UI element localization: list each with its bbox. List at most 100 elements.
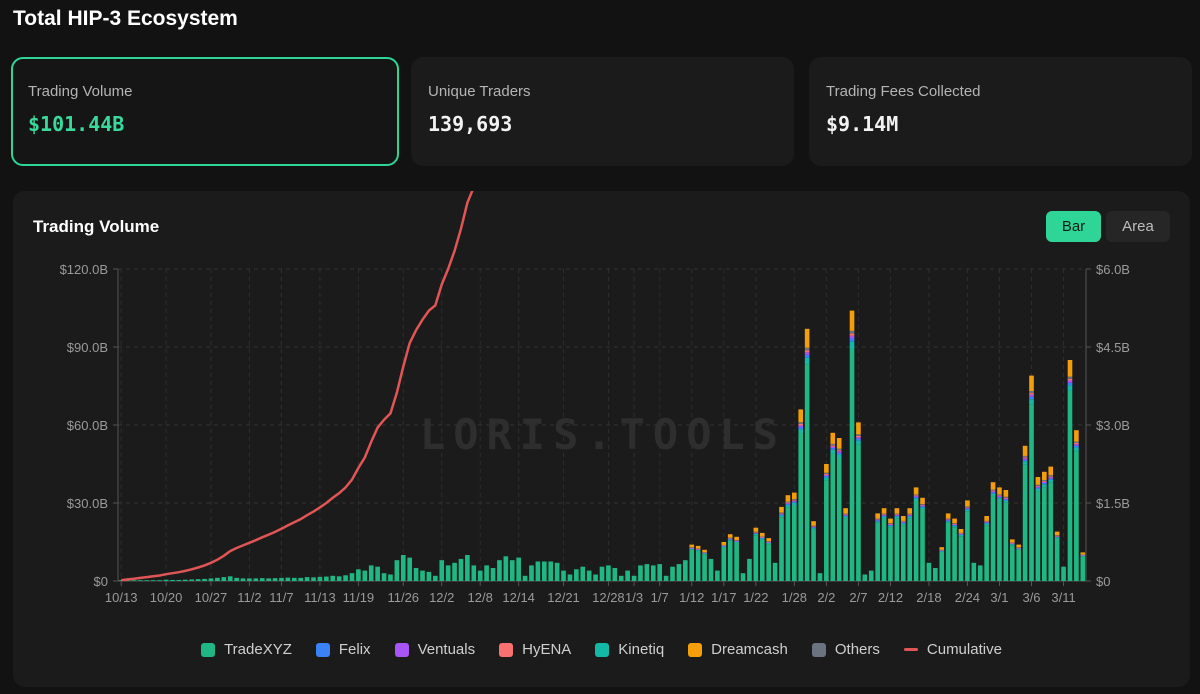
- bar-tradexyz: [1016, 549, 1021, 581]
- x-tick-label: 12/14: [502, 590, 535, 605]
- x-tick-label: 2/12: [878, 590, 903, 605]
- bar-tradexyz: [753, 535, 759, 581]
- bar-tradexyz: [721, 547, 727, 581]
- bar-others: [843, 513, 848, 515]
- bar-kinetiq: [856, 440, 861, 445]
- bar-ventuals: [952, 524, 957, 526]
- bar-others: [875, 518, 880, 520]
- y-tick-label-left: $30.0B: [67, 496, 108, 511]
- legend-item-others[interactable]: Others: [811, 641, 880, 658]
- bar-kinetiq: [759, 538, 765, 540]
- bar-tradexyz: [1009, 545, 1015, 581]
- trading-fees-label: Trading Fees Collected: [826, 83, 981, 100]
- bar-felix: [759, 537, 765, 539]
- bar-hyena: [798, 423, 804, 426]
- bar-kinetiq: [779, 515, 784, 518]
- bar-tradexyz: [157, 580, 162, 581]
- x-tick-label: 1/12: [679, 590, 704, 605]
- bar-tradexyz: [740, 573, 746, 581]
- x-tick-label: 10/20: [150, 590, 183, 605]
- legend-item-dreamcash[interactable]: Dreamcash: [688, 641, 788, 658]
- bar-dreamcash: [766, 538, 771, 542]
- legend-item-hyena[interactable]: HyENA: [499, 641, 571, 658]
- bar-tradexyz: [1042, 487, 1047, 581]
- bar-kinetiq: [965, 509, 970, 512]
- legend-swatch: [201, 642, 216, 657]
- bar-tradexyz: [503, 556, 509, 581]
- bar-toggle-button[interactable]: Bar: [1046, 211, 1101, 242]
- bar-others: [958, 532, 964, 534]
- bar-ventuals: [965, 507, 970, 509]
- bar-felix: [695, 549, 701, 551]
- legend-item-kinetiq[interactable]: Kinetiq: [595, 641, 664, 658]
- bar-tradexyz: [676, 564, 682, 581]
- bar-tradexyz: [977, 565, 983, 581]
- bar-tradexyz: [535, 561, 541, 581]
- legend-item-tradexyz[interactable]: TradeXYZ: [201, 641, 292, 658]
- bar-tradexyz: [516, 557, 521, 581]
- x-tick-label: 2/2: [817, 590, 835, 605]
- bar-tradexyz: [695, 550, 701, 581]
- bar-kinetiq: [766, 543, 771, 545]
- bar-felix: [945, 520, 951, 522]
- bar-tradexyz: [1022, 464, 1028, 581]
- bar-tradexyz: [324, 576, 329, 581]
- bar-hyena: [753, 532, 759, 533]
- bar-others: [1003, 496, 1009, 498]
- bar-ventuals: [824, 474, 829, 477]
- bar-kinetiq: [721, 546, 727, 548]
- bar-others: [727, 537, 733, 539]
- legend-item-felix[interactable]: Felix: [315, 641, 371, 658]
- bar-tradexyz: [208, 578, 214, 581]
- bar-ventuals: [990, 491, 996, 493]
- bar-hyena: [1003, 497, 1009, 499]
- bar-dreamcash: [920, 497, 925, 505]
- legend-label: Kinetiq: [618, 641, 665, 658]
- bar-felix: [798, 427, 804, 430]
- x-tick-label: 3/6: [1022, 590, 1040, 605]
- bar-felix: [939, 550, 945, 552]
- bar-tradexyz: [388, 574, 393, 581]
- bar-felix: [727, 539, 733, 540]
- bar-tradexyz: [779, 517, 784, 581]
- bar-kinetiq: [836, 454, 842, 459]
- bar-tradexyz: [542, 561, 547, 581]
- bar-tradexyz: [227, 576, 233, 581]
- bar-tradexyz: [715, 570, 720, 581]
- bar-dreamcash: [900, 516, 906, 521]
- trading-fees-card[interactable]: Trading Fees Collected $9.14M: [809, 57, 1192, 166]
- bar-ventuals: [1048, 477, 1054, 479]
- bar-tradexyz: [1035, 491, 1041, 581]
- bar-tradexyz: [439, 560, 445, 581]
- bar-kinetiq: [1029, 399, 1034, 405]
- area-toggle-button[interactable]: Area: [1106, 211, 1170, 242]
- legend-label: HyENA: [522, 641, 572, 658]
- bar-tradexyz: [471, 565, 477, 581]
- chart-legend: TradeXYZ Felix Ventuals HyENA Kinetiq Dreamca…: [13, 641, 1190, 658]
- x-tick-label: 2/7: [849, 590, 867, 605]
- legend-item-ventuals[interactable]: Ventuals: [394, 641, 475, 658]
- bar-kinetiq: [920, 507, 925, 510]
- bar-dreamcash: [965, 500, 970, 507]
- legend-item-cumulative[interactable]: Cumulative: [903, 641, 1002, 658]
- bar-ventuals: [1009, 543, 1015, 544]
- x-tick-label: 10/27: [195, 590, 228, 605]
- bar-tradexyz: [356, 569, 361, 581]
- trading-volume-card[interactable]: Trading Volume $101.44B: [11, 57, 399, 166]
- bar-dreamcash: [849, 310, 855, 331]
- bar-ventuals: [849, 335, 855, 339]
- bar-kinetiq: [830, 449, 836, 454]
- bar-tradexyz: [368, 565, 374, 581]
- bar-hyena: [945, 519, 951, 520]
- bar-tradexyz: [279, 577, 284, 581]
- bar-others: [766, 541, 771, 542]
- bar-hyena: [1067, 378, 1073, 381]
- bar-kinetiq: [695, 549, 701, 551]
- bar-hyena: [1042, 481, 1047, 482]
- bar-ventuals: [1067, 380, 1073, 383]
- bar-felix: [1035, 487, 1041, 489]
- bar-felix: [997, 497, 1002, 499]
- bar-others: [824, 472, 829, 474]
- x-tick-label: 11/2: [237, 590, 261, 605]
- unique-traders-card[interactable]: Unique Traders 139,693: [411, 57, 794, 166]
